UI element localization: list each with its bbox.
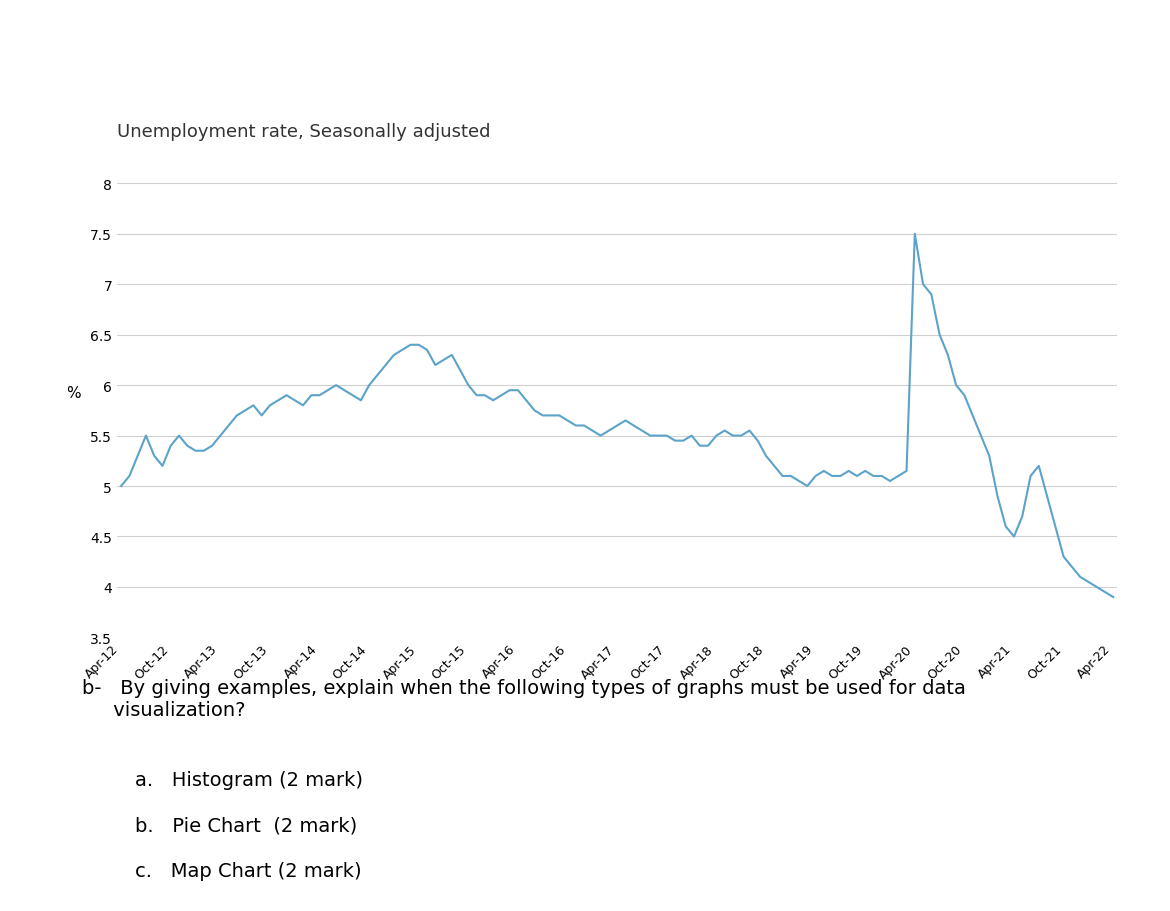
Text: b-   By giving examples, explain when the following types of graphs must be used: b- By giving examples, explain when the …: [82, 679, 965, 720]
Text: b.   Pie Chart  (2 mark): b. Pie Chart (2 mark): [135, 815, 357, 834]
Y-axis label: %: %: [67, 386, 81, 401]
Text: Unemployment rate, Seasonally adjusted: Unemployment rate, Seasonally adjusted: [117, 123, 490, 141]
Text: c.   Map Chart (2 mark): c. Map Chart (2 mark): [135, 861, 362, 880]
Text: a.   Histogram (2 mark): a. Histogram (2 mark): [135, 770, 363, 789]
